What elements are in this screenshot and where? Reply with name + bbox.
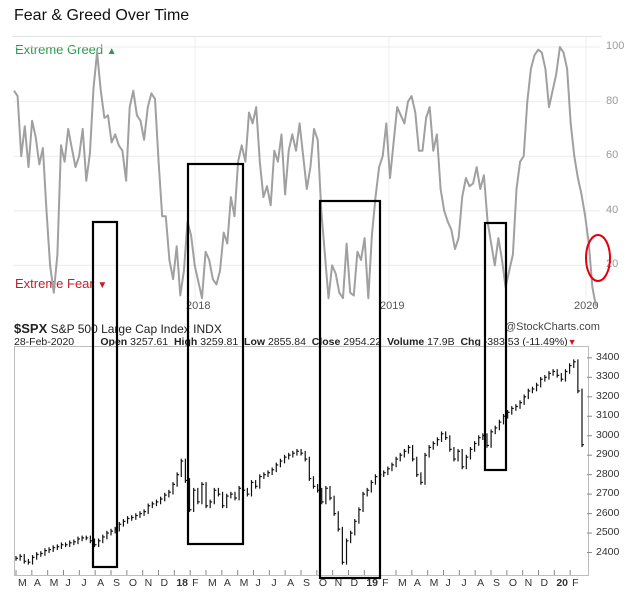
fear-greed-line [13,46,597,307]
spx-x-tick: J [65,577,71,589]
spx-x-tick: S [303,577,311,589]
annotation-box [483,221,508,472]
up-triangle-icon: ▲ [106,46,117,57]
spx-x-tick: A [477,577,485,589]
spx-x-tick: N [144,577,153,589]
spx-x-tick: D [350,577,359,589]
spx-x-tick: F [382,577,389,589]
fg-y-tick: 40 [606,203,619,216]
fear-greed-panel [12,36,602,315]
spx-y-tick: 3100 [596,409,620,422]
quote-change: -383.53 (-11.49%) [483,336,568,348]
spx-x-tick: J [461,577,467,589]
spx-ticker: $SPX [14,321,48,336]
fg-y-tick: 100 [606,40,625,52]
down-arrow-icon: ▼ [567,337,577,347]
spx-y-tick: 2700 [596,487,620,500]
spx-x-tick: A [287,577,295,589]
down-triangle-icon: ▼ [97,280,108,291]
spx-x-tick: M [398,577,407,589]
spx-x-tick: M [208,577,217,589]
spx-y-tick: 2900 [596,448,620,461]
spx-y-tick: 3400 [596,350,620,363]
spx-x-tick: A [97,577,105,589]
spx-y-tick: 2800 [596,467,620,480]
spx-panel [14,346,589,576]
spx-x-tick: M [49,577,59,589]
spx-y-tick: 3300 [596,370,620,383]
spx-x-tick: A [413,577,421,589]
spx-x-tick: O [318,577,327,589]
x-year-label: 2018 [186,300,211,312]
annotation-box [91,220,119,569]
spx-x-tick: J [81,577,87,589]
spx-x-tick: 18 [176,577,189,589]
spx-y-tick: 2600 [596,506,620,519]
spx-y-tick: 3000 [596,428,620,441]
fg-y-tick: 80 [606,94,619,107]
spx-x-tick: S [113,577,121,589]
spx-x-tick: M [429,577,439,589]
spx-x-tick: M [239,577,249,589]
spx-x-tick: S [493,577,501,589]
spx-x-tick: A [223,577,231,589]
spx-x-tick: N [524,577,533,589]
spx-exchange: INDX [193,322,222,336]
spx-x-tick: 19 [366,577,379,589]
spx-x-tick: D [540,577,549,589]
spx-x-tick: A [33,577,41,589]
x-year-label: 2019 [380,300,405,312]
spx-y-tick: 2400 [596,545,620,558]
spx-y-tick: 2500 [596,526,620,539]
quote-volume: 17.9B [427,336,455,348]
spx-x-tick: F [192,577,199,589]
spx-x-tick: N [334,577,343,589]
fg-y-tick: 60 [606,149,619,162]
annotation-box [186,162,245,546]
annotation-box [318,199,382,580]
spx-y-tick: 3200 [596,389,620,402]
spx-x-tick: F [572,577,579,589]
quote-close: 2954.22 [343,336,382,348]
spx-x-tick: O [128,577,137,589]
spx-x-tick: O [508,577,517,589]
quote-open: 3257.61 [130,336,169,348]
highlight-circle [585,234,611,282]
x-year-label: 2020 [574,300,599,312]
chart-title: Fear & Greed Over Time [14,7,190,24]
spx-x-tick: D [160,577,169,589]
quote-high: 3259.81 [200,336,239,348]
spx-x-tick: J [445,577,451,589]
quote-low: 2855.84 [267,336,306,348]
spx-name: S&P 500 Large Cap Index [50,322,190,336]
spx-x-tick: J [271,577,277,589]
extreme-greed-label: Extreme Greed ▲ [15,42,117,57]
spx-header: $SPX S&P 500 Large Cap Index INDX [14,321,222,336]
spx-x-tick: M [18,577,27,589]
spx-x-tick: J [255,577,261,589]
stockcharts-watermark: @StockCharts.com [505,321,600,333]
spx-x-tick: 20 [556,577,569,589]
quote-date: 28-Feb-2020 [14,336,75,348]
